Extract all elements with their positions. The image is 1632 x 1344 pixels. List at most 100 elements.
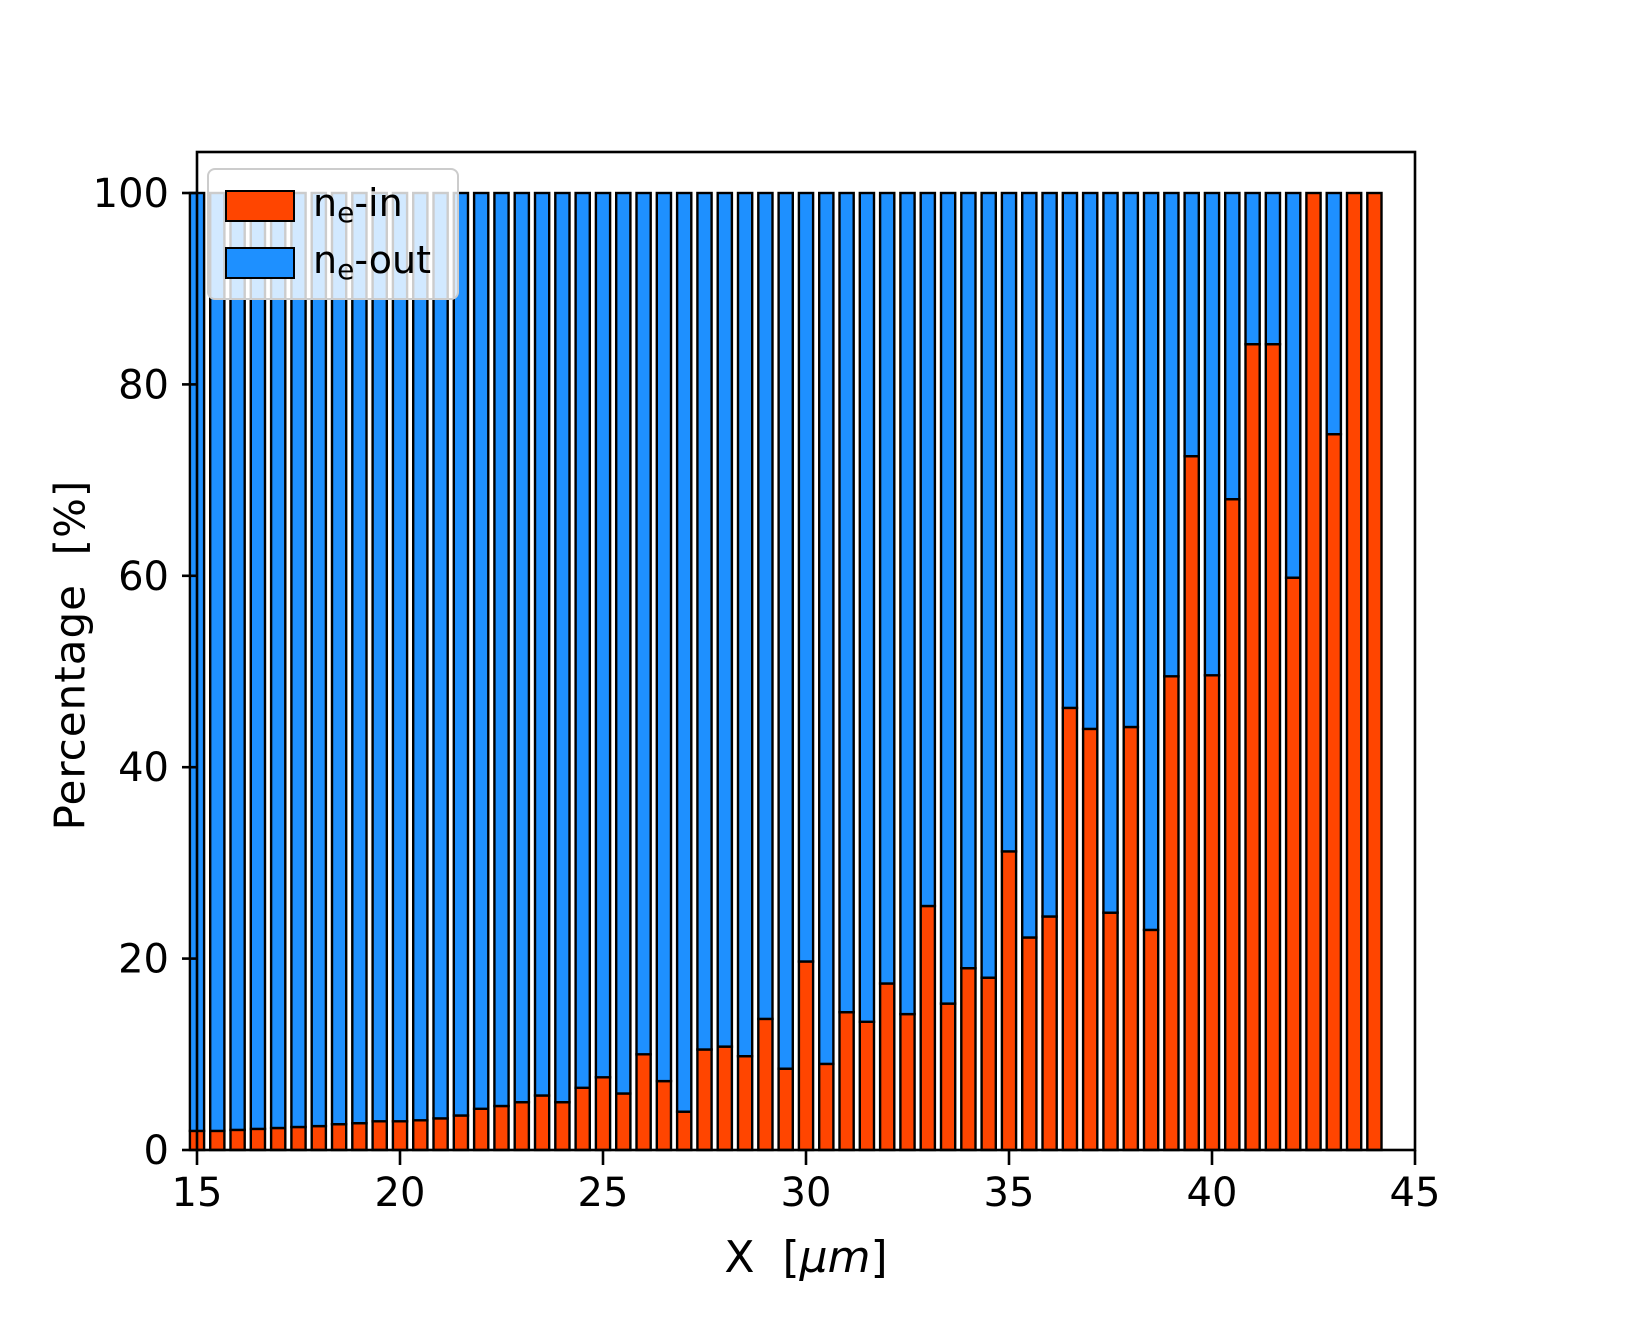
bar-ne-in — [229, 1128, 246, 1152]
bar-ne-in — [249, 1127, 267, 1152]
bar-ne-out — [452, 191, 470, 1117]
bar-ne-out — [574, 191, 591, 1089]
bar-ne-in — [1041, 915, 1058, 1152]
bar-ne-in — [1345, 191, 1363, 1152]
x-tick-label: 25 — [578, 1170, 629, 1216]
bar-ne-out — [675, 191, 693, 1113]
bar-ne-out — [1284, 191, 1302, 579]
bar-ne-in — [635, 1053, 652, 1152]
x-tick-label: 15 — [172, 1170, 223, 1216]
x-tick-label: 45 — [1390, 1170, 1441, 1216]
bar-ne-in — [513, 1100, 531, 1152]
bar-ne-in — [939, 1002, 957, 1152]
bar-ne-out — [655, 191, 673, 1083]
bar-ne-out — [858, 191, 876, 1023]
bar-ne-out — [939, 191, 957, 1005]
bar-ne-in — [1000, 850, 1018, 1152]
bar-ne-in — [757, 1017, 774, 1152]
bar-ne-out — [351, 191, 368, 1125]
bar-ne-out — [554, 191, 571, 1104]
y-tick-label: 100 — [93, 171, 169, 217]
legend-swatch-ne-in — [225, 189, 295, 222]
bar-ne-out — [919, 191, 937, 908]
bar-ne-in — [1366, 191, 1383, 1152]
bar-ne-out — [980, 191, 997, 979]
bar-ne-out — [513, 191, 531, 1104]
bar-ne-in — [777, 1067, 794, 1152]
bar-ne-in — [1021, 936, 1038, 1152]
bar-ne-in — [858, 1020, 876, 1152]
bar-ne-out — [1203, 191, 1221, 677]
bar-ne-out — [736, 191, 754, 1058]
bar-ne-in — [1061, 706, 1079, 1152]
y-tick-label: 0 — [144, 1128, 169, 1174]
bar-ne-out — [615, 191, 632, 1095]
bar-ne-in — [554, 1100, 571, 1152]
x-axis-label: X [μm] — [724, 1232, 887, 1283]
bar-ne-out — [1081, 191, 1099, 731]
legend: ne-in ne-out — [207, 168, 459, 300]
x-tick-label: 40 — [1187, 1170, 1238, 1216]
bar-ne-out — [1021, 191, 1038, 939]
bar-ne-in — [818, 1062, 835, 1152]
bar-ne-out — [1264, 191, 1282, 346]
bar-ne-in — [269, 1126, 287, 1152]
x-axis-label-unit: μm — [799, 1232, 871, 1283]
bar-ne-in — [1122, 725, 1140, 1152]
legend-label-ne-in: ne-in — [313, 181, 403, 229]
bar-ne-in — [838, 1011, 855, 1152]
bar-ne-in — [1244, 343, 1261, 1152]
y-tick-label: 40 — [118, 745, 169, 791]
bar-ne-in — [1142, 928, 1160, 1152]
bar-ne-in — [1305, 191, 1322, 1152]
bar-ne-out — [594, 191, 612, 1079]
bar-ne-out — [716, 191, 734, 1048]
bar-ne-in — [290, 1125, 307, 1152]
bar-ne-in — [412, 1119, 429, 1152]
bar-ne-out — [757, 191, 774, 1021]
bar-ne-out — [838, 191, 855, 1014]
bar-ne-out — [1163, 191, 1180, 678]
bar-ne-out — [371, 191, 389, 1123]
bar-ne-in — [675, 1110, 693, 1152]
bar-ne-out — [269, 191, 287, 1130]
bar-ne-in — [797, 960, 815, 1152]
bar-ne-in — [391, 1120, 409, 1152]
y-tick-label: 60 — [118, 554, 169, 600]
bar-ne-in — [696, 1048, 713, 1152]
bar-ne-out — [1142, 191, 1160, 932]
bar-ne-in — [330, 1122, 348, 1152]
bar-ne-out — [472, 191, 490, 1110]
bar-ne-out — [493, 191, 510, 1108]
x-tick-label: 35 — [984, 1170, 1035, 1216]
bar-ne-out — [1122, 191, 1140, 729]
bar-ne-out — [1325, 191, 1343, 436]
bar-ne-out — [1061, 191, 1079, 710]
bar-ne-out — [878, 191, 896, 985]
bar-ne-out — [290, 191, 307, 1129]
bar-ne-in — [1203, 674, 1221, 1152]
bar-ne-out — [1244, 191, 1261, 346]
bar-ne-in — [615, 1092, 632, 1152]
bar-ne-out — [391, 191, 409, 1123]
legend-label-ne-out: ne-out — [313, 238, 431, 286]
bar-ne-in — [432, 1117, 449, 1152]
bar-ne-out — [533, 191, 551, 1097]
y-axis-label: Percentage [%] — [45, 479, 95, 831]
bar-ne-out — [1041, 191, 1058, 918]
bar-ne-in — [351, 1121, 368, 1152]
bar-ne-in — [1223, 498, 1241, 1152]
x-axis-label-prefix: X [ — [724, 1232, 800, 1283]
bar-ne-out — [229, 191, 246, 1132]
bar-ne-in — [655, 1079, 673, 1152]
bar-ne-out — [310, 191, 328, 1128]
bar-ne-out — [208, 191, 226, 1133]
bar-ne-out — [818, 191, 835, 1066]
x-tick-label: 30 — [781, 1170, 832, 1216]
bar-ne-in — [878, 982, 896, 1152]
x-tick-label: 20 — [375, 1170, 426, 1216]
bar-ne-out — [1000, 191, 1018, 853]
bar-ne-out — [249, 191, 267, 1131]
